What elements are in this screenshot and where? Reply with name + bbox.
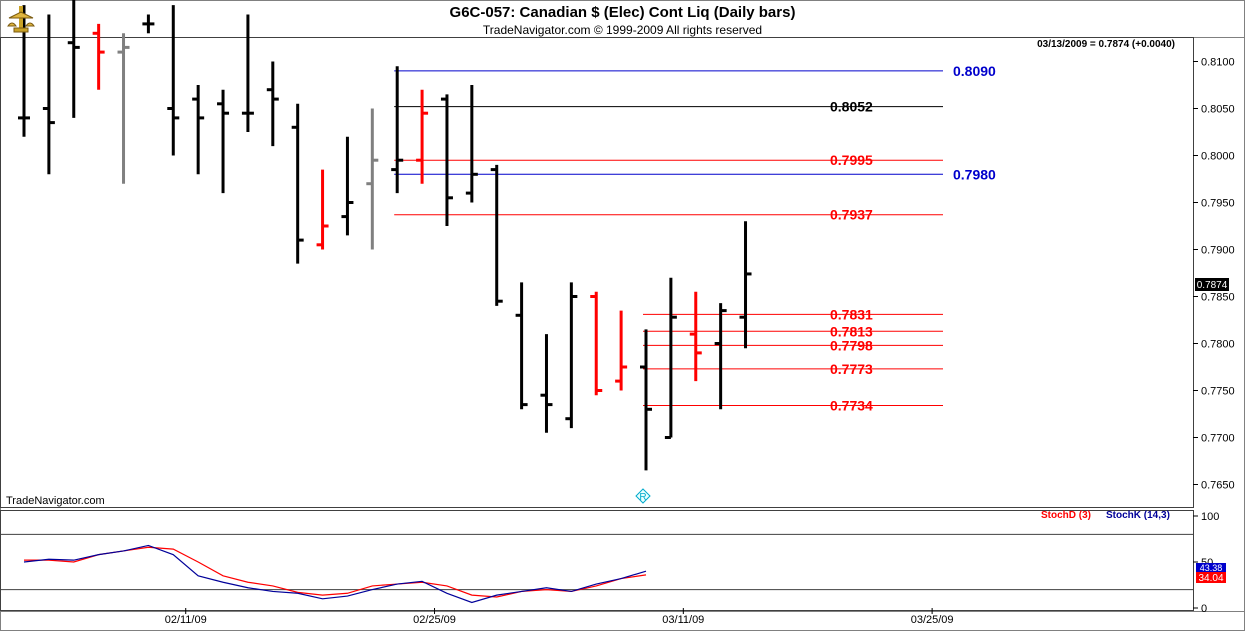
stochk-value-badge	[1196, 563, 1226, 572]
level-label: 0.7980	[953, 166, 996, 182]
y-tick-label: 0.8050	[1201, 104, 1235, 116]
y-tick-label: 0.7950	[1201, 198, 1235, 210]
stochk-value: 43.38	[1200, 563, 1223, 573]
level-label: 0.7773	[830, 361, 873, 377]
level-label: 0.7734	[830, 398, 873, 414]
x-tick-label: 02/11/09	[165, 614, 207, 626]
y-tick-label: 0.7750	[1201, 386, 1235, 398]
y-tick-label: 0.8100	[1201, 57, 1235, 69]
legend-stochk: StochK (14,3)	[1106, 510, 1170, 521]
y-tick-label: 0.8000	[1201, 151, 1235, 163]
level-label: 0.8090	[953, 63, 996, 79]
stoch-tick-label: 0	[1201, 603, 1207, 615]
level-label: 0.7937	[830, 207, 873, 223]
y-tick-label: 0.7650	[1201, 480, 1235, 492]
watermark-text: TradeNavigator.com	[6, 495, 105, 507]
rollover-marker-label: R	[639, 492, 646, 503]
legend-stochd: StochD (3)	[1041, 510, 1091, 521]
y-tick-label: 0.7900	[1201, 245, 1235, 257]
price-pane[interactable]	[0, 37, 1194, 508]
level-label: 0.7798	[830, 337, 873, 353]
stoch-series-line	[23, 544, 647, 604]
y-tick-label: 0.7800	[1201, 339, 1235, 351]
y-tick-label: 0.7850	[1201, 292, 1235, 304]
stochd-value-badge	[1196, 572, 1226, 583]
x-tick-label: 03/25/09	[911, 614, 954, 626]
level-label: 0.7831	[830, 306, 873, 322]
x-tick-label: 03/11/09	[662, 614, 704, 626]
x-tick-label: 02/25/09	[413, 614, 456, 626]
price-quote: 03/13/2009 = 0.7874 (+0.0040)	[1037, 39, 1175, 50]
level-label: 0.7995	[830, 152, 873, 168]
stochastic-pane[interactable]	[0, 510, 1194, 611]
chart-title: G6C-057: Canadian $ (Elec) Cont Liq (Dai…	[449, 4, 796, 21]
rollover-marker-icon	[635, 488, 651, 504]
y-tick-label: 0.7700	[1201, 433, 1235, 445]
tradenavigator-logo-icon[interactable]	[6, 4, 36, 34]
level-label: 0.7813	[830, 323, 873, 339]
stoch-tick-label: 100	[1201, 511, 1219, 523]
last-price-badge	[1195, 278, 1229, 291]
copyright-subtitle: TradeNavigator.com © 1999-2009 All right…	[482, 23, 763, 37]
stochd-value: 34.04	[1198, 573, 1223, 584]
last-price-label: 0.7874	[1197, 280, 1228, 291]
level-label: 0.8052	[830, 99, 873, 115]
